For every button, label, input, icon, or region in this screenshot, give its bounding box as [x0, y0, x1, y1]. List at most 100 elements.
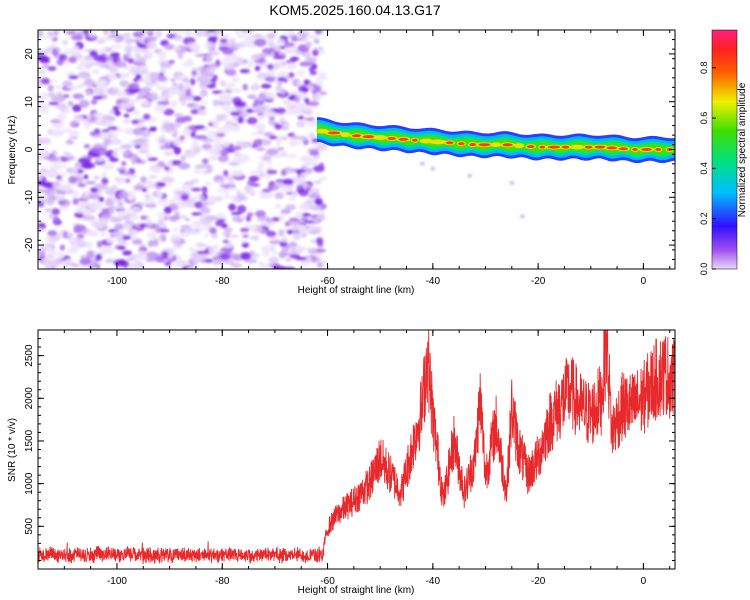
noise-cell	[141, 100, 150, 105]
noise-cell	[38, 137, 52, 145]
noise-cell	[299, 174, 305, 182]
noise-cell	[84, 123, 91, 130]
noise-cell	[237, 153, 249, 160]
noise-cell	[237, 116, 244, 124]
noise-cell	[273, 46, 282, 51]
noise-cell	[90, 221, 103, 226]
noise-cell	[108, 66, 118, 74]
noise-cell	[233, 101, 247, 108]
noise-cell	[88, 33, 96, 38]
noise-cell	[191, 70, 198, 77]
noise-cell	[83, 79, 96, 87]
noise-cell	[244, 191, 256, 195]
noise-cells	[38, 30, 525, 269]
noise-cell	[71, 45, 80, 52]
noise-cell	[180, 97, 186, 107]
noise-cell	[314, 30, 323, 35]
noise-cell	[68, 176, 77, 184]
noise-cell	[222, 140, 231, 147]
noise-cell	[38, 176, 44, 181]
noise-cell	[430, 166, 436, 171]
noise-cell	[177, 162, 191, 170]
noise-cell	[143, 224, 155, 229]
noise-cell	[76, 233, 85, 239]
noise-cell	[100, 220, 110, 224]
noise-cell	[212, 143, 223, 150]
noise-cell	[309, 149, 319, 156]
noise-cell	[110, 185, 119, 191]
noise-cell	[72, 104, 82, 112]
noise-cell	[318, 91, 327, 96]
noise-cell	[230, 169, 244, 178]
snr-line	[38, 330, 675, 564]
noise-cell	[224, 248, 233, 255]
noise-cell	[119, 73, 125, 78]
noise-cell	[223, 94, 231, 99]
noise-cell	[224, 174, 236, 182]
noise-cell	[300, 109, 313, 115]
noise-cell	[47, 66, 57, 71]
noise-cell	[135, 73, 142, 80]
noise-cell	[137, 91, 147, 97]
signal-peak	[373, 135, 388, 140]
noise-cell	[120, 96, 131, 101]
noise-cell	[312, 95, 324, 100]
noise-cell	[68, 75, 79, 80]
noise-cell	[55, 84, 62, 90]
noise-cell	[142, 86, 151, 93]
noise-cell	[39, 96, 45, 103]
noise-cell	[285, 257, 291, 262]
x-tick-label: -40	[426, 576, 441, 587]
noise-cell	[175, 191, 187, 195]
noise-cell	[47, 84, 54, 92]
noise-cell	[156, 191, 163, 199]
noise-cell	[219, 253, 232, 261]
noise-cell	[307, 248, 318, 255]
noise-cell	[148, 175, 158, 179]
noise-cell	[122, 119, 132, 124]
noise-cell	[126, 257, 134, 261]
noise-cell	[118, 246, 127, 250]
noise-cell	[261, 245, 274, 253]
noise-cell	[319, 210, 326, 215]
noise-cell	[122, 151, 131, 156]
noise-cell	[52, 182, 58, 189]
noise-cell	[87, 202, 100, 209]
noise-cell	[245, 215, 252, 222]
noise-cell	[93, 157, 107, 162]
noise-cell	[420, 162, 425, 166]
noise-cell	[266, 32, 276, 39]
noise-cell	[284, 42, 296, 48]
noise-cell	[249, 84, 261, 91]
noise-cell	[308, 193, 321, 199]
noise-cell	[218, 179, 225, 184]
colorbar-tick-label: 0.2	[699, 212, 709, 225]
noise-cell	[192, 96, 202, 102]
noise-cell	[83, 174, 89, 180]
noise-cell	[122, 235, 132, 240]
noise-cell	[236, 190, 242, 195]
noise-cell	[108, 157, 119, 163]
noise-cell	[194, 201, 204, 209]
noise-cell	[157, 198, 169, 206]
noise-cell	[129, 215, 139, 221]
noise-cell	[296, 37, 302, 41]
noise-cell	[95, 79, 107, 88]
x-tick-label: -80	[215, 276, 230, 287]
noise-cell	[223, 124, 231, 130]
noise-cell	[230, 234, 240, 238]
signal-peak-core	[351, 134, 363, 138]
x-tick-label: -60	[320, 276, 335, 287]
noise-cell	[282, 178, 294, 186]
noise-cell	[140, 48, 149, 53]
noise-cell	[304, 160, 311, 167]
snr-panel: -100 -80 -60 -40 -20 0 500 1000 1500 2000 2500 He…	[7, 329, 676, 596]
noise-cell	[201, 158, 209, 164]
noise-cell	[135, 123, 146, 129]
colorbar-tick-label: 0.8	[699, 61, 709, 74]
noise-cell	[242, 59, 248, 64]
noise-cell	[73, 114, 84, 119]
noise-cell	[214, 220, 224, 227]
noise-cell	[56, 113, 67, 122]
